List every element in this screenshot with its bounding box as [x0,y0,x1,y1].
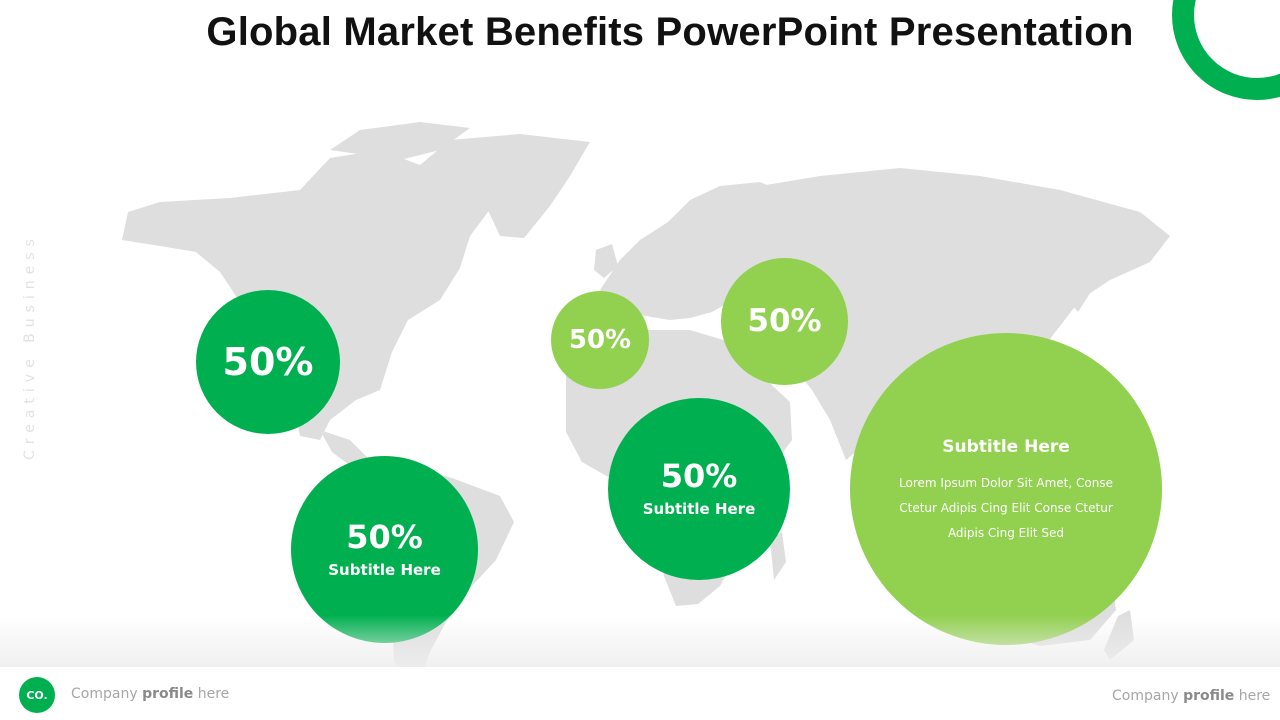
footer-left-suffix: here [197,686,230,702]
footer-company-left: Company profile here [71,686,229,702]
madagascar-shape [770,532,786,580]
bubble-value: 50% [222,340,314,384]
bubble-south-america: 50% Subtitle Here [291,456,478,643]
europe-shape [600,182,820,320]
bubble-subtitle: Subtitle Here [328,560,441,579]
north-america-shape [122,134,560,440]
footer-right-suffix: here [1238,688,1271,704]
bubble-europe: 50% [551,291,649,389]
slide-title: Global Market Benefits PowerPoint Presen… [206,10,1134,54]
side-watermark-text: Creative Business [22,233,38,460]
arctic-islands-shape [330,122,470,160]
bubble-asia: Subtitle Here Lorem Ipsum Dolor Sit Amet… [850,333,1162,645]
greenland-shape [470,134,590,238]
bubble-body-text: Lorem Ipsum Dolor Sit Amet, Conse Ctetur… [899,476,1113,540]
japan-shape [1068,250,1092,312]
company-logo: CO. [19,677,55,713]
bubble-value: 50% [660,457,738,495]
bubble-africa: 50% Subtitle Here [608,398,790,580]
bubble-middle-east: 50% [721,258,848,385]
bottom-fade [0,615,1280,667]
footer-bar [0,667,1280,720]
bubble-north-america: 50% [196,290,340,434]
footer-left-bold: profile [142,686,194,702]
asia-shape [744,168,1170,460]
footer-left-prefix: Company [71,686,138,702]
bubble-value: 50% [568,325,632,355]
uk-shape [594,244,618,278]
bubble-subtitle: Subtitle Here [942,437,1070,457]
footer-right-prefix: Company [1112,688,1179,704]
bubble-subtitle: Subtitle Here [642,500,756,518]
footer-company-right: Company profile here [1112,688,1270,704]
footer-right-bold: profile [1183,688,1235,704]
bubble-value: 50% [747,303,822,339]
bubble-value: 50% [346,517,423,556]
